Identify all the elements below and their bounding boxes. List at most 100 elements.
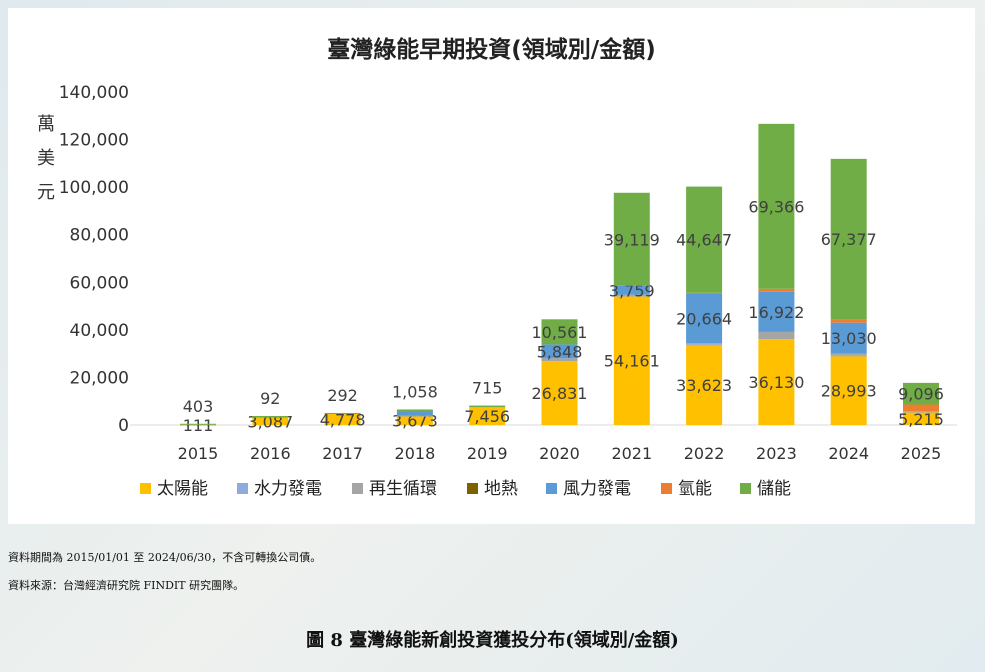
bar-segment bbox=[613, 296, 650, 425]
data-source-note: 資料來源：台灣經濟研究院 FINDIT 研究團隊。 bbox=[8, 579, 245, 592]
figure-caption: 圖 8 臺灣綠能新創投資獲投分布(領域別/金額) bbox=[306, 630, 679, 651]
data-label: 292 bbox=[327, 386, 358, 405]
x-tick-label: 2025 bbox=[901, 444, 942, 463]
y-tick-label: 60,000 bbox=[70, 273, 129, 293]
bar-segment bbox=[613, 294, 650, 296]
legend-label: 風力發電 bbox=[563, 479, 631, 499]
bar-segment bbox=[541, 361, 578, 425]
bar-segment bbox=[252, 417, 289, 425]
bar-segment bbox=[758, 339, 795, 425]
bar-segment bbox=[396, 411, 433, 416]
data-label: 67,377 bbox=[821, 230, 877, 249]
bar-segment bbox=[180, 423, 216, 425]
data-period-note: 資料期間為 2015/01/01 至 2024/06/30，不含可轉換公司債。 bbox=[8, 551, 322, 564]
legend-swatch bbox=[546, 483, 557, 494]
legend-label: 再生循環 bbox=[369, 479, 437, 499]
bar-segment bbox=[903, 382, 939, 405]
data-label: 111 bbox=[183, 416, 214, 435]
data-label: 69,366 bbox=[748, 197, 804, 216]
bar-segment bbox=[180, 424, 216, 426]
data-label: 33,623 bbox=[676, 376, 732, 395]
legend-label: 太陽能 bbox=[157, 479, 208, 499]
x-tick-label: 2021 bbox=[611, 444, 652, 463]
bar-segment bbox=[324, 412, 361, 414]
x-tick-label: 2017 bbox=[322, 444, 363, 463]
data-label: 3,087 bbox=[247, 412, 293, 431]
y-tick-label: 0 bbox=[118, 416, 129, 436]
bar-segment bbox=[903, 412, 939, 425]
y-tick-label: 120,000 bbox=[59, 131, 129, 151]
data-label: 1,058 bbox=[392, 382, 438, 401]
data-label: 10,561 bbox=[532, 323, 588, 342]
bar-segment bbox=[903, 404, 939, 412]
x-tick-label: 2020 bbox=[539, 444, 580, 463]
data-label: 3,759 bbox=[609, 281, 655, 300]
bar-segment bbox=[686, 186, 723, 293]
bar-segment bbox=[686, 344, 723, 346]
bar-segment bbox=[252, 416, 289, 418]
bar-segment bbox=[469, 407, 506, 425]
bar-segment bbox=[830, 319, 867, 323]
data-label: 5,215 bbox=[898, 410, 944, 429]
data-label: 92 bbox=[260, 389, 280, 408]
data-label: 28,993 bbox=[821, 382, 877, 401]
bar-segment bbox=[686, 293, 723, 344]
legend-swatch bbox=[740, 483, 751, 494]
bar-segment bbox=[613, 295, 650, 297]
bar-segment bbox=[903, 411, 939, 413]
data-label: 9,096 bbox=[898, 385, 944, 404]
bar-segment bbox=[541, 358, 578, 362]
bar-segment bbox=[830, 355, 867, 357]
legend-swatch bbox=[661, 483, 672, 494]
bar-segment bbox=[758, 288, 795, 292]
y-axis-label: 萬美元 bbox=[37, 114, 55, 203]
y-tick-label: 80,000 bbox=[70, 226, 129, 246]
legend-label: 儲能 bbox=[757, 479, 791, 499]
data-label: 7,456 bbox=[464, 407, 510, 426]
x-tick-label: 2019 bbox=[467, 444, 508, 463]
data-label: 20,664 bbox=[676, 310, 732, 329]
chart-card: 臺灣綠能早期投資(領域別/金額) 萬美元 0 20,000 40,000 60,000… bbox=[8, 8, 975, 524]
bar-segment bbox=[686, 343, 723, 345]
data-label: 715 bbox=[472, 379, 503, 398]
bar-segment bbox=[686, 292, 723, 294]
bar-segment bbox=[758, 123, 795, 289]
bar-segment bbox=[541, 344, 578, 359]
bar-segment bbox=[396, 416, 433, 425]
x-tick-label: 2016 bbox=[250, 444, 291, 463]
legend-swatch bbox=[467, 483, 478, 494]
bar-segment bbox=[469, 405, 506, 408]
legend-swatch bbox=[352, 483, 363, 494]
x-tick-label: 2024 bbox=[828, 444, 869, 463]
data-label: 44,647 bbox=[676, 231, 732, 250]
bar-segment bbox=[613, 192, 650, 286]
data-label: 13,030 bbox=[821, 329, 877, 348]
y-tick-label: 40,000 bbox=[70, 321, 129, 341]
y-tick-label: 20,000 bbox=[70, 368, 129, 388]
legend-label: 地熱 bbox=[484, 479, 518, 499]
bar-segment bbox=[830, 356, 867, 425]
bar-segment bbox=[686, 345, 723, 425]
x-tick-label: 2023 bbox=[756, 444, 797, 463]
data-label: 39,119 bbox=[604, 230, 660, 249]
legend-label: 氫能 bbox=[678, 479, 712, 499]
data-label: 16,922 bbox=[748, 303, 804, 322]
bar-segment bbox=[758, 291, 795, 332]
y-tick-label: 100,000 bbox=[59, 178, 129, 198]
legend-swatch bbox=[140, 483, 151, 494]
data-label: 36,130 bbox=[748, 373, 804, 392]
x-tick-label: 2018 bbox=[395, 444, 436, 463]
data-label: 403 bbox=[183, 397, 214, 416]
data-label: 4,778 bbox=[320, 410, 366, 429]
bar-segment bbox=[830, 158, 867, 320]
data-label: 5,848 bbox=[537, 342, 583, 361]
legend-swatch bbox=[237, 483, 248, 494]
bar-segment bbox=[613, 285, 650, 295]
y-tick-label: 140,000 bbox=[59, 83, 129, 103]
bar-segment bbox=[830, 353, 867, 356]
chart-title: 臺灣綠能早期投資(領域別/金額) bbox=[327, 37, 656, 63]
bar-segment bbox=[541, 319, 578, 345]
data-label: 26,831 bbox=[532, 384, 588, 403]
data-label: 54,161 bbox=[604, 352, 660, 371]
bar-segment bbox=[396, 409, 433, 412]
